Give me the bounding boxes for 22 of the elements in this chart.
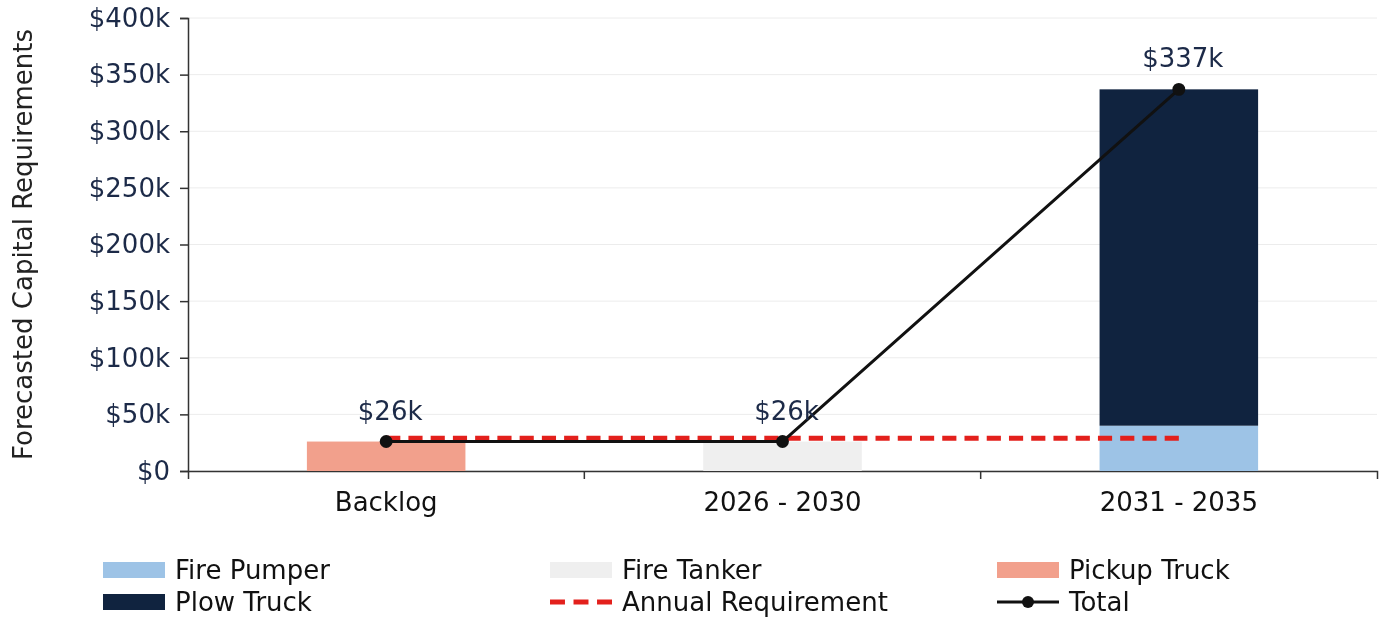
y-tick-label: $250k [88, 172, 170, 203]
legend-label: Annual Requirement [622, 587, 888, 617]
y-axis-title: Forecasted Capital Requirements [8, 29, 38, 460]
data-label: $26k [754, 395, 819, 426]
y-tick-label: $150k [88, 285, 170, 316]
legend-label: Fire Pumper [175, 555, 331, 586]
x-tick-label: 2026 - 2030 [703, 487, 862, 518]
y-tick-label: $300k [88, 116, 170, 147]
legend-label: Pickup Truck [1069, 555, 1230, 586]
y-tick-label: $350k [88, 59, 170, 90]
y-tick-label: $50k [105, 399, 170, 430]
data-label: $337k [1142, 43, 1224, 74]
legend-label: Fire Tanker [622, 555, 762, 586]
y-tick-label: $0 [136, 455, 170, 486]
legend-label: Total [1068, 587, 1130, 617]
y-tick-label: $100k [88, 342, 170, 373]
data-label: $26k [357, 395, 423, 426]
x-tick-label: 2031 - 2035 [1099, 487, 1258, 518]
x-tick-label: Backlog [334, 487, 438, 518]
y-tick-label: $400k [88, 2, 170, 33]
legend-label: Plow Truck [175, 587, 312, 617]
y-tick-label: $200k [88, 229, 170, 260]
